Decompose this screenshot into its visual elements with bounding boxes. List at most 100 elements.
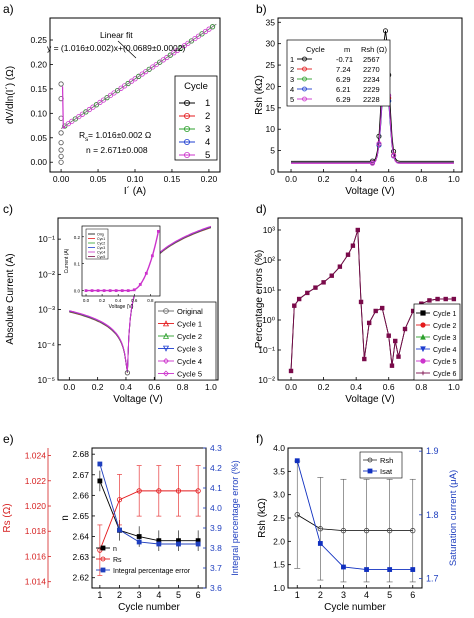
table-marker [302,96,307,102]
perr-data-point [195,541,201,547]
panel-e: e) 1 2 3 4 5 6 2.62 2.63 2.64 2.65 2.66 2.67 2.68 1.01… [2,432,240,613]
plot-frame [277,217,463,381]
table-cell: 2234 [363,75,380,84]
legend-entry: Cycle 4 [177,357,202,366]
legend-marker [367,457,373,463]
y-tick-label: 2.65 [72,511,89,521]
rs-tick-label: 1.014 [25,577,47,587]
low-current-point [58,147,64,153]
rsh-series-line [297,514,413,531]
rs-data-point [156,488,162,494]
table-marker [302,86,307,92]
legend-marker [163,370,169,377]
y-tick-label: 10⁻⁴ [37,340,55,350]
y-tick-label: 1.8 [426,510,439,520]
legend-marker [100,545,106,551]
inset-y-tick-label: 0.1 [74,262,81,267]
fit-data-point [132,76,138,82]
legend-entry: Integral percentage error [113,568,191,575]
table-cell: 6.29 [336,75,351,84]
rsh-data-point [340,527,347,534]
low-current-point [58,81,64,87]
y-tick-label: 0.15 [30,84,47,94]
isat-data-point [341,564,346,570]
fit-data-point [79,111,85,117]
inset-x-tick-label: 0.8 [147,298,154,303]
table-cell: 2567 [363,55,380,64]
table-cell: 2 [290,65,294,74]
inset-y-tick-label: 0.2 [74,235,81,240]
y-axis-title: dV/dln(I´) (Ω) [4,66,16,124]
table-cell: 7.24 [336,65,351,74]
panel-d: d) 0.0 0.2 0.4 0.6 0.8 1.0 10⁻² 10⁻¹ 10⁰ 10¹ 10² 10³… [254,202,463,405]
fit-data-point [181,43,188,49]
fit-data-point [136,73,142,80]
x-tick-label: 0.10 [127,174,144,184]
y-tick-label: 2.68 [72,449,89,459]
legend-marker [183,100,190,107]
y-tick-label: 2.67 [72,470,89,480]
perr-data-point [396,354,401,359]
fit-data-point [160,57,166,63]
legend-entry: Cycle 3 [433,335,456,342]
perr-data-point [402,326,408,332]
y-tick-label: 1.0 [273,583,285,593]
table-header: Rsh (Ω) [361,45,388,54]
x-axis-title: Voltage (V) [345,186,394,197]
inset-point [132,288,136,292]
y-tick-label: 5 [270,146,275,156]
fit-data-point [129,78,135,84]
low-current-point [58,140,64,146]
y-tick-label: 2.5 [273,513,285,523]
y-tick-label: 4.1 [210,483,222,493]
y-tick-label: 25 [266,60,276,70]
x-tick-label: 0.05 [90,174,107,184]
legend-marker [420,322,426,328]
inset-point [114,289,118,293]
rs-data-point [175,488,182,494]
perr-data-point [292,303,297,308]
rs-tick-label: 1.024 [25,451,47,461]
legend-entry: Cycle 2 [177,332,202,341]
rs-tick-label: 1.018 [25,526,47,536]
x-tick-label: 6 [196,590,201,600]
fit-data-point [171,50,177,56]
inset-point [138,283,142,286]
perr-data-point [288,368,294,374]
table-cell: -0.71 [336,55,353,64]
perr-data-point [313,285,318,290]
x-tick-label: 2 [318,590,323,600]
y-tick-label: 3.5 [273,466,285,476]
y-tick-label: 0.20 [30,59,47,69]
rsh-data-point [386,527,393,534]
panel-a: a) 0.00 0.05 0.10 0.15 0.20 0.00 0.05 0.10 0.15 0.… [3,2,221,197]
inset-legend-entry: Cyc4 [97,251,105,255]
x-tick-label: 0.8 [415,382,427,392]
y-tick-label: 10⁰ [262,315,275,325]
table-cell: 1 [290,55,294,64]
table-marker [302,66,307,72]
isat-axis-title: Saturation current (μA) [448,470,459,566]
legend-marker [420,346,426,353]
plot-frame [277,17,463,173]
perr-data-point [393,338,398,344]
inset-point [126,289,130,293]
table-cell: 2229 [363,85,380,94]
fit-data-point [121,83,128,89]
table-header: Cycle [306,45,325,54]
rs-series-line [99,490,199,551]
inset-legend-entry: Cyc2 [97,242,105,246]
y-tick-label: 30 [266,39,276,49]
rsh-series-line [291,60,454,164]
table-box [286,39,391,107]
x-tick-label: 1.0 [448,174,460,184]
rsh-data-point [391,153,397,159]
fit-data-point [153,61,159,68]
y-tick-label: 10⁻⁵ [38,375,55,385]
n-data-point [136,534,142,539]
rs-subscript: s [85,136,89,143]
plot-frame [91,447,207,589]
inset-x-tick-label: 0.2 [99,298,106,303]
inset-y-title: Current (A) [64,248,70,273]
